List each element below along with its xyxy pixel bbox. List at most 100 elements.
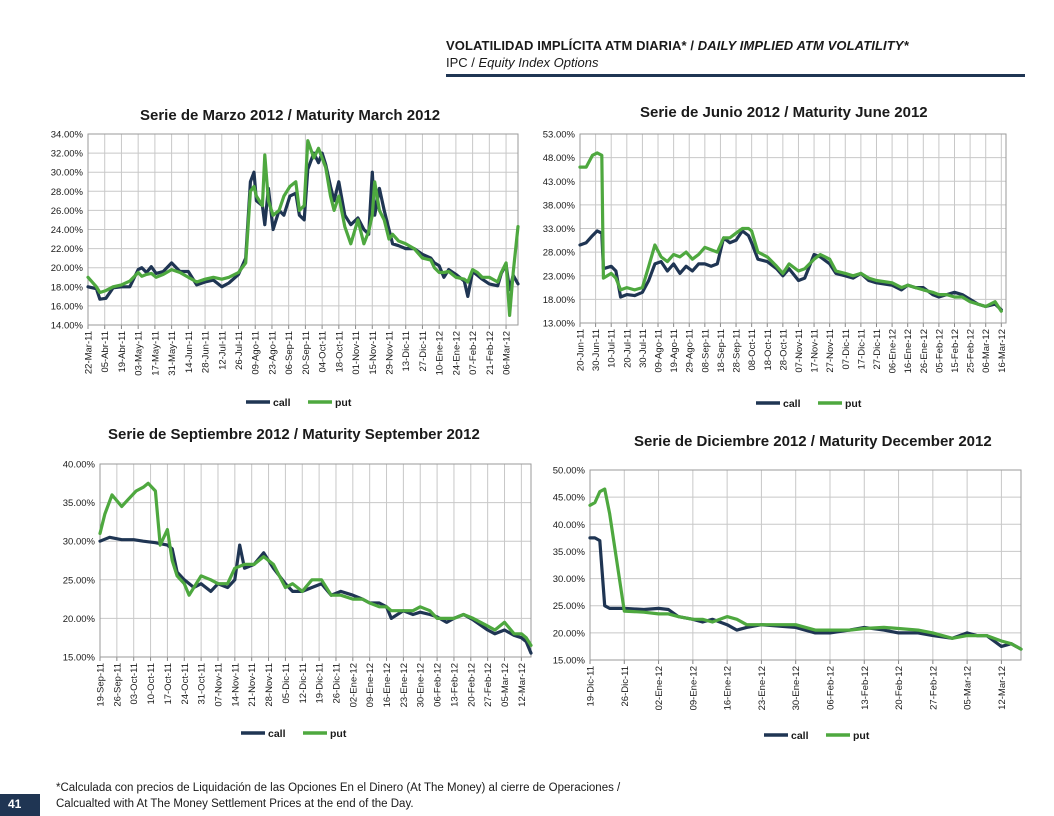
x-tick-label: 14-Jun-11 <box>184 331 195 373</box>
x-tick-label: 06-Mar-12 <box>981 329 992 373</box>
y-tick-label: 15.00% <box>553 656 586 667</box>
x-tick-label: 28-Jun-11 <box>201 331 212 373</box>
y-tick-label: 50.00% <box>553 466 586 477</box>
x-tick-label: 10-Oct-11 <box>146 663 157 705</box>
report-title-es: VOLATILIDAD IMPLÍCITA ATM DIARIA* / <box>446 38 698 53</box>
x-tick-label: 17-May-11 <box>150 331 161 376</box>
x-tick-label: 28-Nov-11 <box>264 663 275 707</box>
x-tick-label: 05-Mar-12 <box>500 663 511 707</box>
page-number: 41 <box>8 797 22 811</box>
y-tick-label: 14.00% <box>51 321 84 332</box>
x-tick-label: 06-Feb-12 <box>825 666 836 710</box>
x-tick-label: 16-Ene-12 <box>903 329 914 373</box>
x-tick-label: 30-Ene-12 <box>791 666 802 710</box>
report-title: VOLATILIDAD IMPLÍCITA ATM DIARIA* / DAIL… <box>446 38 1026 53</box>
x-tick-label: 10-Jul-11 <box>607 329 618 368</box>
legend-label-call: call <box>273 397 291 409</box>
y-tick-label: 33.00% <box>543 224 576 235</box>
y-tick-label: 30.00% <box>51 168 84 179</box>
x-tick-label: 31-Oct-11 <box>197 663 208 705</box>
x-tick-label: 06-Ene-12 <box>888 329 899 373</box>
legend-label-put: put <box>330 728 347 740</box>
report-header: VOLATILIDAD IMPLÍCITA ATM DIARIA* / DAIL… <box>446 38 1026 70</box>
y-tick-label: 23.00% <box>543 271 576 282</box>
x-tick-label: 20-Feb-12 <box>466 663 477 707</box>
y-tick-label: 24.00% <box>51 225 84 236</box>
y-tick-label: 43.00% <box>543 177 576 188</box>
x-tick-label: 19-Dic-11 <box>586 666 597 706</box>
page-number-box <box>0 794 40 816</box>
x-tick-label: 16-Mar-12 <box>997 329 1008 373</box>
x-tick-label: 09-Ago-11 <box>251 331 262 375</box>
series-line-put <box>98 481 533 648</box>
footnote: *Calculada con precios de Liquidación de… <box>56 780 620 812</box>
chart-title: Serie de Septiembre 2012 / Maturity Sept… <box>108 426 480 443</box>
x-tick-label: 23-Ago-11 <box>267 331 278 375</box>
x-tick-label: 05-Abr-11 <box>100 331 111 373</box>
x-tick-label: 12-Jul-11 <box>217 331 228 370</box>
legend-label-put: put <box>845 398 862 410</box>
x-tick-label: 30-Ene-12 <box>416 663 427 707</box>
x-tick-label: 17-Oct-11 <box>163 663 174 705</box>
x-tick-label: 08-Oct-11 <box>747 329 758 371</box>
x-tick-label: 17-Dic-11 <box>856 329 867 369</box>
y-tick-label: 34.00% <box>51 130 84 141</box>
x-tick-label: 12-Mar-12 <box>517 663 528 707</box>
y-tick-label: 26.00% <box>51 206 84 217</box>
y-tick-label: 20.00% <box>553 628 586 639</box>
x-tick-label: 20-Sep-11 <box>301 331 312 375</box>
x-tick-label: 27-Feb-12 <box>483 663 494 707</box>
x-tick-label: 18-Oct-11 <box>334 331 345 373</box>
x-tick-label: 03-May-11 <box>134 331 145 376</box>
x-tick-label: 06-Mar-12 <box>502 331 513 375</box>
x-tick-label: 07-Dic-11 <box>841 329 852 369</box>
x-tick-label: 20-Jul-11 <box>622 329 633 368</box>
x-tick-label: 20-Feb-12 <box>894 666 905 710</box>
x-tick-label: 05-Dic-11 <box>281 663 292 703</box>
y-tick-label: 25.00% <box>553 601 586 612</box>
x-tick-label: 06-Feb-12 <box>433 663 444 707</box>
x-tick-label: 17-Nov-11 <box>810 329 821 373</box>
x-tick-label: 28-Sep-11 <box>732 329 743 373</box>
y-tick-label: 45.00% <box>553 493 586 504</box>
x-tick-label: 07-Nov-11 <box>213 663 224 707</box>
x-tick-label: 08-Sep-11 <box>700 329 711 373</box>
x-tick-label: 20-Jun-11 <box>576 329 587 371</box>
plot-area <box>99 463 532 658</box>
x-tick-label: 06-Sep-11 <box>284 331 295 375</box>
x-tick-label: 18-Oct-11 <box>763 329 774 371</box>
x-tick-label: 12-Mar-12 <box>997 666 1008 710</box>
y-tick-label: 18.00% <box>543 295 576 306</box>
x-tick-label: 24-Ene-12 <box>451 331 462 375</box>
x-tick-label: 07-Nov-11 <box>794 329 805 373</box>
x-tick-label: 27-Dic-11 <box>418 331 429 371</box>
x-tick-label: 13-Dic-11 <box>401 331 412 371</box>
y-tick-label: 22.00% <box>51 244 84 255</box>
plot-area <box>589 469 1022 661</box>
x-tick-label: 05-Mar-12 <box>963 666 974 710</box>
x-tick-label: 03-Oct-11 <box>129 663 140 705</box>
x-tick-label: 21-Nov-11 <box>247 663 258 707</box>
x-tick-label: 19-Sep-11 <box>96 663 107 707</box>
x-tick-label: 29-Ago-11 <box>685 329 696 373</box>
x-tick-label: 02-Ene-12 <box>654 666 665 710</box>
x-tick-label: 27-Feb-12 <box>928 666 939 710</box>
x-tick-label: 10-Ene-12 <box>435 331 446 375</box>
x-tick-label: 01-Nov-11 <box>351 331 362 375</box>
x-tick-label: 30-Jul-11 <box>638 329 649 368</box>
x-tick-label: 26-Ene-12 <box>919 329 930 373</box>
x-tick-label: 31-May-11 <box>167 331 178 376</box>
y-tick-label: 48.00% <box>543 153 576 164</box>
legend-label-call: call <box>791 730 809 742</box>
y-tick-label: 20.00% <box>63 614 96 625</box>
x-tick-label: 26-Jul-11 <box>234 331 245 370</box>
x-tick-label: 26-Dic-11 <box>331 663 342 703</box>
y-tick-label: 40.00% <box>553 520 586 531</box>
x-tick-label: 07-Feb-12 <box>468 331 479 375</box>
y-tick-label: 28.00% <box>543 248 576 259</box>
x-tick-label: 19-Ago-11 <box>669 329 680 373</box>
